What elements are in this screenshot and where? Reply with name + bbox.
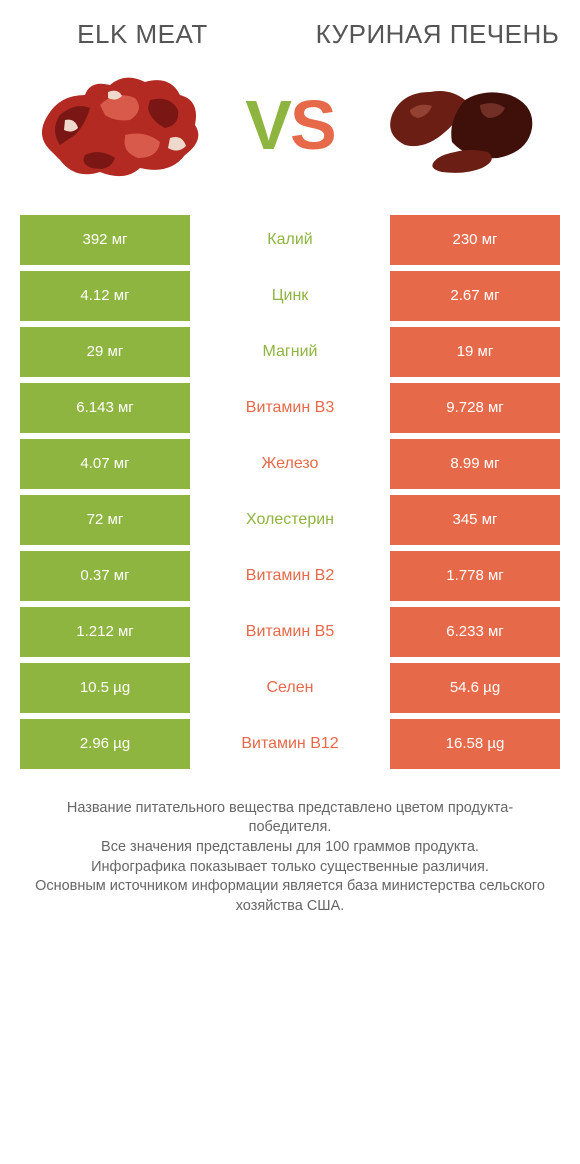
right-bar-container: 9.728 мг (390, 383, 560, 433)
images-row: VS (20, 60, 560, 190)
nutrient-label: Витамин B2 (190, 551, 390, 601)
right-bar-container: 1.778 мг (390, 551, 560, 601)
left-value-bar: 10.5 µg (20, 663, 190, 713)
infographic-page: ELK MEAT КУРИНАЯ ПЕЧЕНЬ VS (0, 0, 580, 946)
table-row: 392 мгКалий230 мг (20, 215, 560, 265)
right-value-bar: 54.6 µg (390, 663, 560, 713)
right-product-title: КУРИНАЯ ПЕЧЕНЬ (315, 20, 560, 50)
table-row: 0.37 мгВитамин B21.778 мг (20, 551, 560, 601)
right-bar-container: 16.58 µg (390, 719, 560, 769)
left-value-bar: 0.37 мг (20, 551, 190, 601)
left-bar-container: 72 мг (20, 495, 190, 545)
left-value-bar: 1.212 мг (20, 607, 190, 657)
left-bar-container: 29 мг (20, 327, 190, 377)
left-product-title: ELK MEAT (20, 20, 265, 50)
nutrition-table: 392 мгКалий230 мг 4.12 мгЦинк2.67 мг 29 мг… (20, 215, 560, 769)
right-value-bar: 19 мг (390, 327, 560, 377)
vs-letter-v: V (245, 86, 290, 164)
right-value-bar: 230 мг (390, 215, 560, 265)
chicken-liver-illustration (370, 70, 550, 180)
table-row: 72 мгХолестерин345 мг (20, 495, 560, 545)
right-value-bar: 2.67 мг (390, 271, 560, 321)
left-value-bar: 29 мг (20, 327, 190, 377)
right-value-bar: 1.778 мг (390, 551, 560, 601)
left-value-bar: 72 мг (20, 495, 190, 545)
right-value-bar: 345 мг (390, 495, 560, 545)
nutrient-label: Холестерин (190, 495, 390, 545)
nutrient-label: Калий (190, 215, 390, 265)
footer-line-2: Все значения представлены для 100 граммо… (30, 838, 550, 858)
right-value-bar: 9.728 мг (390, 383, 560, 433)
nutrient-label: Железо (190, 439, 390, 489)
left-bar-container: 0.37 мг (20, 551, 190, 601)
right-bar-container: 8.99 мг (390, 439, 560, 489)
left-value-bar: 4.12 мг (20, 271, 190, 321)
elk-meat-illustration (30, 60, 210, 190)
right-value-bar: 6.233 мг (390, 607, 560, 657)
nutrient-label: Магний (190, 327, 390, 377)
table-row: 29 мгМагний19 мг (20, 327, 560, 377)
left-bar-container: 10.5 µg (20, 663, 190, 713)
left-value-bar: 6.143 мг (20, 383, 190, 433)
left-bar-container: 4.07 мг (20, 439, 190, 489)
left-bar-container: 392 мг (20, 215, 190, 265)
right-bar-container: 230 мг (390, 215, 560, 265)
right-bar-container: 6.233 мг (390, 607, 560, 657)
left-value-bar: 2.96 µg (20, 719, 190, 769)
table-row: 4.12 мгЦинк2.67 мг (20, 271, 560, 321)
nutrient-label: Цинк (190, 271, 390, 321)
right-value-bar: 16.58 µg (390, 719, 560, 769)
nutrient-label: Витамин B5 (190, 607, 390, 657)
footer-line-4: Основным источником информации является … (30, 877, 550, 916)
table-row: 2.96 µgВитамин B1216.58 µg (20, 719, 560, 769)
nutrient-label: Витамин B3 (190, 383, 390, 433)
footer-line-1: Название питательного вещества представл… (30, 799, 550, 838)
nutrient-label: Витамин B12 (190, 719, 390, 769)
left-image-slot (20, 60, 220, 190)
left-value-bar: 4.07 мг (20, 439, 190, 489)
nutrient-label: Селен (190, 663, 390, 713)
footer-line-3: Инфографика показывает только существенн… (30, 858, 550, 878)
footer-notes: Название питательного вещества представл… (20, 799, 560, 916)
right-bar-container: 345 мг (390, 495, 560, 545)
table-row: 6.143 мгВитамин B39.728 мг (20, 383, 560, 433)
table-row: 1.212 мгВитамин B56.233 мг (20, 607, 560, 657)
vs-letter-s: S (290, 86, 335, 164)
left-bar-container: 2.96 µg (20, 719, 190, 769)
right-bar-container: 54.6 µg (390, 663, 560, 713)
left-value-bar: 392 мг (20, 215, 190, 265)
vs-label: VS (220, 85, 360, 165)
right-bar-container: 2.67 мг (390, 271, 560, 321)
left-bar-container: 1.212 мг (20, 607, 190, 657)
right-value-bar: 8.99 мг (390, 439, 560, 489)
right-image-slot (360, 70, 560, 180)
header-titles: ELK MEAT КУРИНАЯ ПЕЧЕНЬ (20, 20, 560, 50)
table-row: 10.5 µgСелен54.6 µg (20, 663, 560, 713)
table-row: 4.07 мгЖелезо8.99 мг (20, 439, 560, 489)
left-bar-container: 6.143 мг (20, 383, 190, 433)
left-bar-container: 4.12 мг (20, 271, 190, 321)
right-bar-container: 19 мг (390, 327, 560, 377)
